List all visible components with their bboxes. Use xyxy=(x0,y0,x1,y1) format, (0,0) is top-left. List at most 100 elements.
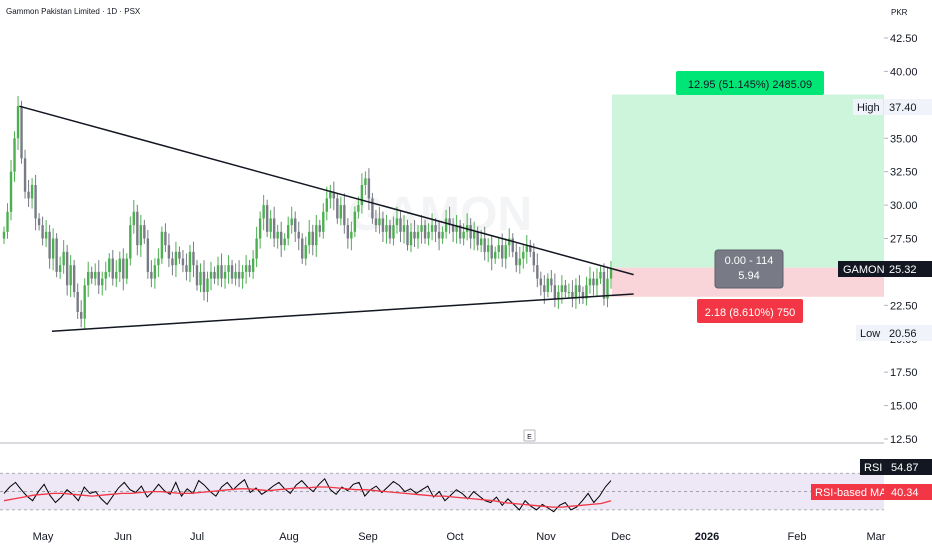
candle-body xyxy=(6,211,9,232)
candle-body xyxy=(343,205,346,226)
candle-body xyxy=(202,271,206,292)
y-tick-label: 12.50 xyxy=(890,434,918,446)
x-tick-label: May xyxy=(33,531,54,543)
candle-body xyxy=(23,158,27,192)
position-target-label: 12.95 (51.145%) 2485.09 xyxy=(676,71,824,95)
candle-body xyxy=(574,285,578,299)
candlestick-series[interactable] xyxy=(2,96,613,329)
price-axis[interactable]: 12.5015.0017.5020.0022.5025.0027.5030.00… xyxy=(884,33,918,446)
candle-body xyxy=(529,245,532,252)
rsi-ma-line[interactable] xyxy=(3,486,612,508)
candle-body xyxy=(272,218,276,239)
y-tick-label: 30.00 xyxy=(890,200,918,212)
currency-label: PKR xyxy=(891,8,908,17)
candle-body xyxy=(490,245,493,259)
y-tick-label: 40.00 xyxy=(890,66,918,78)
low-tag-value: 20.56 xyxy=(889,328,917,340)
y-tick-label: 32.50 xyxy=(890,167,918,179)
candle-body xyxy=(76,291,79,313)
candle-body xyxy=(251,258,255,272)
candle-body xyxy=(125,258,129,279)
candle-body xyxy=(58,265,62,272)
candle-body xyxy=(227,265,230,272)
candle-body xyxy=(237,271,241,279)
rsi-ma-tag-label-box xyxy=(811,484,884,500)
candle-body xyxy=(44,231,48,239)
price-tag-high: High 37.40 xyxy=(853,99,932,115)
candle-body xyxy=(111,258,114,279)
y-tick-label: 35.00 xyxy=(890,133,918,145)
candle-body xyxy=(241,271,244,279)
candle-body xyxy=(423,225,427,239)
candle-body xyxy=(378,218,381,226)
candle-body xyxy=(588,278,592,286)
candle-body xyxy=(406,225,409,246)
candle-body xyxy=(51,238,55,259)
x-tick-label: Dec xyxy=(611,531,631,543)
candle-body xyxy=(508,238,511,246)
candle-body xyxy=(279,231,283,246)
trendline[interactable] xyxy=(51,293,634,333)
candle-body xyxy=(181,258,185,266)
candle-body xyxy=(97,271,100,286)
candle-body xyxy=(483,238,486,252)
rsi-ma-tag: RSI-based MA 40.34 xyxy=(811,484,932,500)
candle-body xyxy=(322,211,325,232)
candle-body xyxy=(522,251,525,259)
candle-body xyxy=(2,231,6,239)
symbol-price-tag-value: 25.32 xyxy=(889,264,917,276)
candle-body xyxy=(602,271,606,299)
candle-body xyxy=(311,231,314,246)
candle-body xyxy=(195,265,199,286)
candle-body xyxy=(581,291,585,299)
rsi-tag-value: 54.87 xyxy=(891,462,919,474)
candle-body xyxy=(606,278,609,299)
triangle-trendlines[interactable] xyxy=(19,105,634,333)
candle-body xyxy=(199,271,202,286)
candle-body xyxy=(16,106,20,139)
candle-body xyxy=(564,285,567,292)
candle-body xyxy=(357,205,360,212)
candle-body xyxy=(90,271,93,279)
rsi-pane[interactable] xyxy=(0,472,884,513)
candle-body xyxy=(458,225,462,239)
candle-body xyxy=(13,138,16,172)
candle-body xyxy=(27,191,30,199)
candle-body xyxy=(122,258,125,279)
candle-body xyxy=(353,211,357,232)
candle-body xyxy=(557,291,560,299)
candle-body xyxy=(448,218,451,226)
rsi-ma-tag-value-box xyxy=(884,484,932,500)
high-tag-value-box xyxy=(884,99,932,115)
candle-body xyxy=(248,265,251,272)
symbol-price-tag-label: GAMON xyxy=(843,264,885,276)
candle-body xyxy=(255,238,258,259)
long-position-tool[interactable] xyxy=(612,94,884,297)
candle-body xyxy=(479,238,483,246)
candle-body xyxy=(192,251,195,266)
candle-body xyxy=(444,218,448,232)
price-tag-symbol: GAMON 25.32 xyxy=(838,261,932,277)
candle-body xyxy=(476,231,479,246)
candle-body xyxy=(494,251,497,259)
candle-body xyxy=(290,218,293,226)
candle-body xyxy=(304,245,307,259)
time-axis[interactable]: May Jun Jul Aug Sep Oct Nov Dec 2026 Feb Mar xyxy=(33,531,886,543)
rsi-line[interactable] xyxy=(3,477,612,513)
candle-body xyxy=(536,265,539,279)
candle-body xyxy=(62,251,65,266)
candle-body xyxy=(609,267,613,279)
events-marker[interactable] xyxy=(523,429,536,442)
candle-body xyxy=(206,278,209,292)
position-center-line2: 5.94 xyxy=(738,270,759,282)
candle-body xyxy=(532,251,536,266)
candle-body xyxy=(360,185,364,206)
candle-body xyxy=(167,245,171,259)
trendline[interactable] xyxy=(19,105,634,276)
candle-body xyxy=(441,231,444,239)
candle-body xyxy=(472,231,476,239)
profit-zone[interactable] xyxy=(612,94,884,268)
candle-body xyxy=(364,178,367,186)
candle-body xyxy=(409,231,413,246)
